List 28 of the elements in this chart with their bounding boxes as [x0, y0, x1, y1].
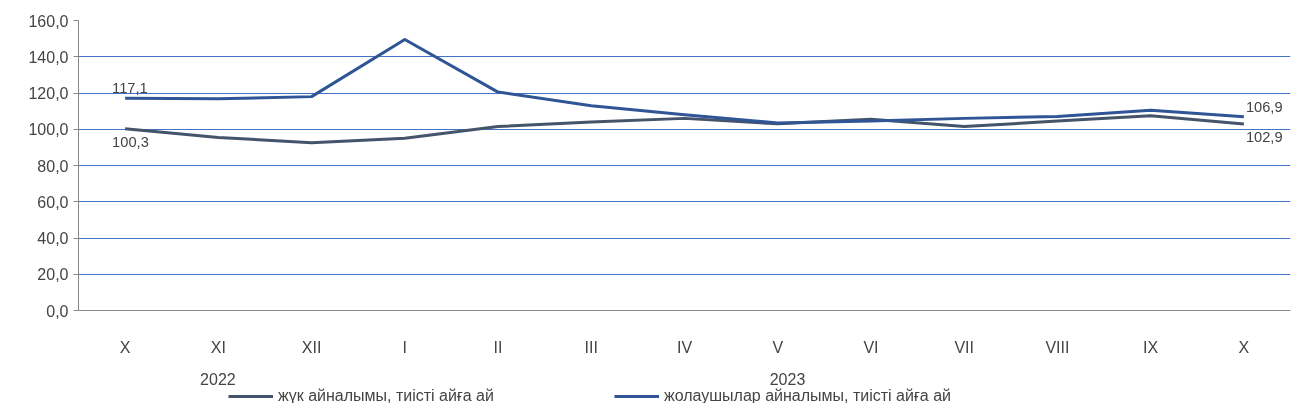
x-tick-label: IV: [676, 338, 693, 356]
y-tick-label: 60,0: [37, 193, 69, 211]
y-tick-label: 40,0: [37, 230, 69, 247]
data-label: 117,1: [112, 80, 148, 97]
x-tick-label: X: [1238, 338, 1250, 356]
x-tick-label: IX: [1143, 338, 1159, 356]
y-tick-label: 20,0: [37, 266, 69, 284]
text: 2023: [769, 370, 806, 388]
data-label: 100,3: [112, 133, 149, 150]
x-tick-label: I: [402, 338, 408, 356]
x-tick-label: XII: [301, 338, 322, 356]
data-label: 102,9: [1245, 128, 1283, 145]
text: 2022: [200, 370, 236, 388]
y-tick-label: 80,0: [37, 157, 69, 175]
y-tick-label: 120,0: [28, 85, 69, 102]
x-tick-label: VI: [863, 338, 879, 356]
y-tick-label: 0,0: [46, 302, 69, 320]
x-tick-label: VIII: [1045, 338, 1070, 356]
y-tick-label: 160,0: [28, 12, 69, 30]
y-tick-label: 100,0: [28, 121, 69, 139]
x-tick-label: V: [772, 338, 784, 356]
x-tick-label: VII: [954, 338, 974, 356]
x-tick-label: X: [119, 338, 131, 356]
x-tick-label: XI: [210, 338, 226, 356]
y-tick-label: 140,0: [28, 48, 69, 66]
x-tick-label: III: [584, 338, 598, 356]
x-tick-label: II: [493, 338, 503, 356]
data-label: 106,9: [1245, 98, 1283, 115]
